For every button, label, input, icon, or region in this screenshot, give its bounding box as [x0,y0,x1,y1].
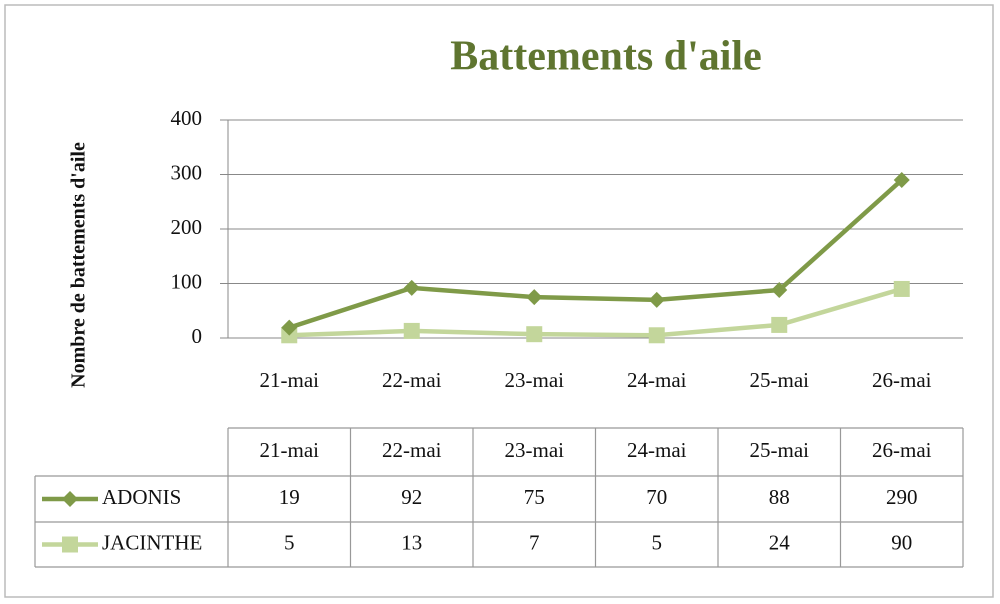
y-tick-label: 0 [192,324,203,348]
legend-marker [62,491,78,507]
data-point [403,279,420,296]
table-cell: 24 [769,530,791,554]
data-point [281,319,298,336]
x-tick-label: 21-mai [260,368,320,392]
table-cell: 290 [886,485,918,509]
table-cell: 88 [769,485,790,509]
y-tick-label: 400 [171,106,203,130]
table-header: 23-mai [505,438,565,462]
data-point [648,291,665,308]
table-header: 21-mai [260,438,320,462]
table-cell: 7 [529,530,540,554]
table-cell: 90 [891,530,912,554]
data-point [403,322,420,339]
legend-label: ADONIS [102,485,181,509]
chart-frame [4,4,994,598]
data-point [648,327,665,344]
table-cell: 92 [401,485,422,509]
table-header: 25-mai [750,438,810,462]
data-point [771,316,788,333]
x-tick-label: 24-mai [627,368,687,392]
table-header: 24-mai [627,438,687,462]
series-line [289,286,903,338]
x-tick-label: 25-mai [750,368,810,392]
table-cell: 19 [279,485,300,509]
x-tick-label: 26-mai [872,368,932,392]
y-tick-label: 300 [171,160,203,184]
table-cell: 13 [401,530,422,554]
y-tick-label: 200 [171,215,203,239]
table-header: 26-mai [872,438,932,462]
table-cell: 5 [284,530,295,554]
x-tick-label: 22-mai [382,368,442,392]
y-tick-label: 100 [171,269,203,293]
table-cell: 5 [652,530,663,554]
data-point [526,326,543,343]
data-point [526,289,543,306]
x-tick-label: 23-mai [505,368,565,392]
legend-marker [62,536,78,553]
table-cell: 75 [524,485,545,509]
chart-title: Battements d'aile [450,34,761,80]
table-cell: 70 [646,485,667,509]
data-point [771,282,788,299]
table-header: 22-mai [382,438,442,462]
legend-label: JACINTHE [102,530,202,554]
data-point [893,280,910,297]
data-point [893,171,910,188]
series-line [288,178,904,330]
y-axis-label: Nombre de battements d'aile [68,142,90,388]
